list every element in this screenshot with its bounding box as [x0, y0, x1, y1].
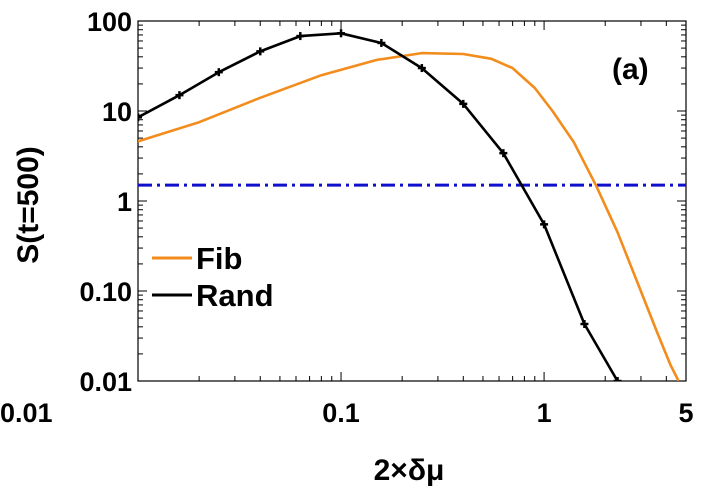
x-axis-title: 2×δμ [374, 454, 445, 487]
series-line-fib [138, 51, 680, 381]
x-tick-label: 1 [537, 398, 552, 428]
x-tick-label: 0.01 [0, 398, 53, 428]
data-point-rand [337, 29, 346, 38]
series-line-rand [138, 31, 619, 381]
plot-frame [137, 20, 687, 382]
data-point-rand [540, 220, 549, 229]
data-point-rand [138, 113, 142, 122]
legend-item-fib: Fib [152, 241, 243, 276]
data-point-rand [459, 99, 468, 108]
panel-label: (a) [612, 53, 649, 86]
legend-item-rand: Rand [152, 278, 274, 313]
data-point-rand [377, 38, 386, 47]
minor-ticks [137, 20, 687, 382]
data-point-rand [499, 149, 508, 158]
y-axis-title: S(t=500) [12, 146, 45, 264]
x-tick-label: 0.1 [322, 398, 360, 428]
legend-label: Rand [196, 278, 274, 313]
data-point-rand [256, 47, 265, 56]
data-point-rand [417, 64, 426, 73]
x-tick-label: 5 [678, 398, 693, 428]
y-tick-label: 0.10 [79, 277, 132, 307]
data-point-rand [613, 377, 622, 381]
data-point-rand [580, 319, 589, 328]
y-tick-label: 1 [117, 187, 132, 217]
y-tick-label: 10 [102, 97, 132, 127]
tick-labels: 0.01 0.1 1 5 0.01 0.10 1 10 100 [0, 7, 694, 428]
data-point-rand [214, 68, 223, 77]
y-tick-label: 100 [87, 7, 132, 37]
y-tick-label: 0.01 [79, 367, 132, 397]
legend-label: Fib [196, 241, 243, 276]
data-point-rand [175, 91, 184, 100]
series-group [138, 29, 680, 381]
data-point-rand [296, 32, 305, 41]
